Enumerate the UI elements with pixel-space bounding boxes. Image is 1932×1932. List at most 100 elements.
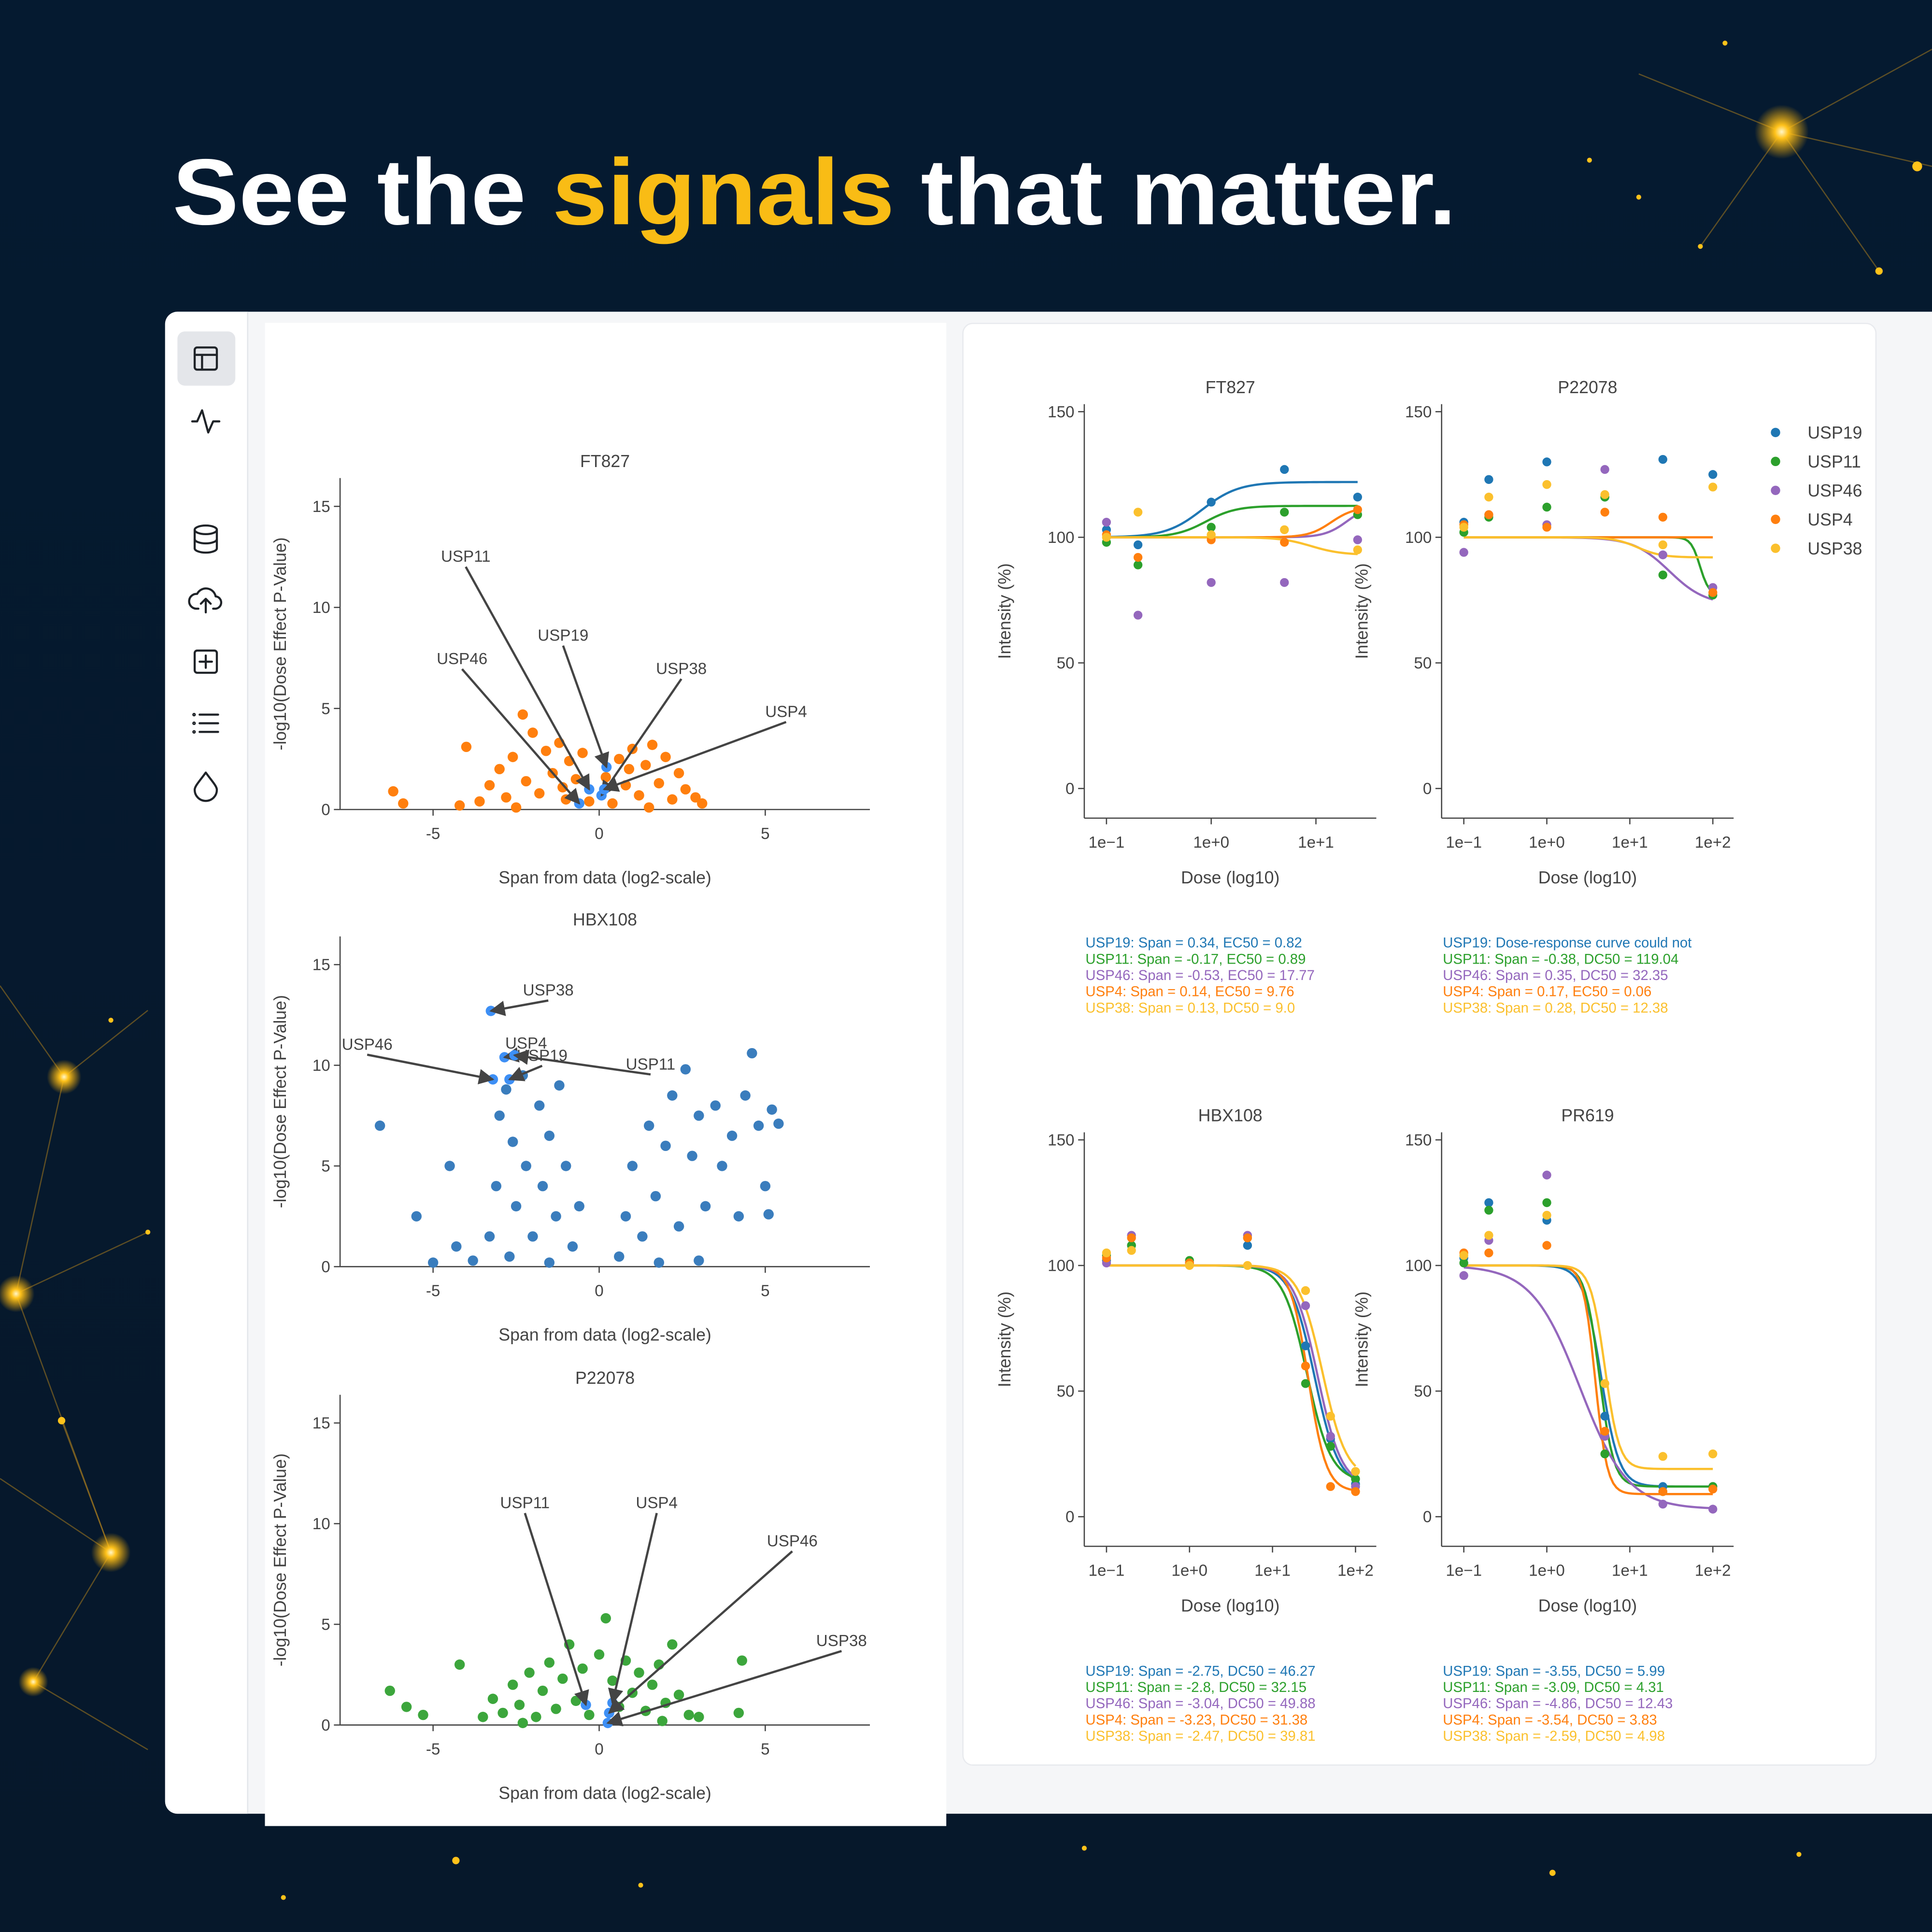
dose-point — [1301, 1286, 1310, 1295]
legend-label: USP4 — [1807, 510, 1852, 529]
fit-label: USP38: Span = 0.13, DC50 = 9.0 — [1085, 1000, 1295, 1016]
point — [680, 784, 691, 795]
fit-label: USP4: Span = 0.17, EC50 = 0.06 — [1443, 984, 1651, 1000]
annotation-label: USP4 — [505, 1035, 547, 1052]
point — [388, 786, 398, 797]
point — [487, 1693, 498, 1704]
dose-point — [1542, 1198, 1551, 1208]
dose-point — [1708, 1484, 1718, 1494]
annotation-label: USP11 — [441, 548, 491, 566]
dose-point — [1600, 490, 1609, 499]
dose-point — [1708, 588, 1718, 597]
dose-point — [1600, 1449, 1609, 1459]
point — [717, 1161, 727, 1171]
point — [694, 1255, 704, 1266]
plot-title: PR619 — [1561, 1106, 1614, 1125]
point — [594, 1649, 605, 1660]
point — [514, 1700, 525, 1710]
point — [733, 1707, 744, 1719]
annotation-arrow — [512, 1049, 651, 1076]
point — [517, 709, 528, 720]
point — [398, 798, 409, 809]
point — [614, 753, 625, 765]
nav-selected[interactable] — [177, 331, 236, 386]
point — [537, 1180, 548, 1192]
x-tick-label: 1e+0 — [1529, 1562, 1565, 1580]
legend-marker — [1771, 543, 1780, 553]
nav-add[interactable] — [193, 649, 218, 674]
x-tick-label: 5 — [761, 825, 769, 843]
annotation-arrow — [562, 645, 610, 769]
dose-point — [1542, 1170, 1551, 1179]
y-tick-label: 50 — [1057, 1383, 1075, 1401]
x-tick-label: 1e+2 — [1337, 1562, 1374, 1580]
point — [474, 796, 485, 807]
x-tick-label: 1e+0 — [1193, 834, 1229, 852]
dose-point — [1243, 1241, 1252, 1250]
point — [710, 1100, 721, 1111]
x-tick-label: 0 — [595, 1282, 603, 1300]
point — [524, 1667, 535, 1678]
point — [561, 794, 571, 805]
annotation-label: USP38 — [816, 1632, 867, 1650]
point — [534, 788, 545, 799]
legend-marker — [1771, 456, 1780, 467]
nav-activity[interactable] — [191, 409, 221, 434]
x-tick-label: 1e+1 — [1254, 1562, 1291, 1580]
dose-point — [1600, 1427, 1609, 1436]
point — [683, 1709, 694, 1720]
dose-point — [1127, 1246, 1136, 1255]
x-axis-title: Span from data (log2-scale) — [498, 1783, 711, 1803]
y-tick-label: 0 — [1423, 780, 1432, 798]
dose-point — [1243, 1261, 1252, 1270]
y-tick-label: 0 — [1065, 780, 1074, 798]
point — [491, 1180, 502, 1192]
highlight-point — [599, 784, 610, 795]
nav-layout[interactable] — [193, 346, 218, 371]
point — [551, 1211, 561, 1222]
y-tick-label: 10 — [313, 599, 330, 617]
point — [653, 778, 665, 789]
dose-point — [1658, 1499, 1667, 1509]
point — [627, 1161, 638, 1171]
nav-list[interactable] — [192, 712, 219, 734]
y-axis-title: -log10(Dose Effect P-Value) — [270, 995, 290, 1208]
point — [527, 727, 538, 738]
point — [561, 1161, 571, 1171]
dose-point — [1353, 505, 1362, 514]
annotation-arrow — [608, 1513, 658, 1705]
point — [557, 1673, 568, 1684]
point — [454, 1659, 465, 1670]
dose-point — [1658, 1487, 1667, 1496]
headline-part: See the — [172, 140, 526, 244]
annotation-label: USP11 — [626, 1055, 676, 1073]
plot-title: FT827 — [580, 452, 630, 471]
point — [694, 1712, 704, 1722]
fit-label: USP46: Span = -3.04, DC50 = 49.88 — [1085, 1696, 1315, 1712]
point — [497, 1707, 508, 1719]
point — [544, 1257, 555, 1268]
point — [600, 772, 611, 782]
x-tick-label: 1e−1 — [1446, 834, 1482, 852]
fit-curve — [1106, 536, 1358, 555]
nav-droplet[interactable] — [193, 771, 218, 802]
point — [531, 1712, 541, 1722]
fit-label: USP38: Span = 0.28, DC50 = 12.38 — [1443, 1000, 1668, 1016]
x-tick-label: 1e−1 — [1446, 1562, 1482, 1580]
point — [647, 1679, 658, 1690]
point — [570, 1695, 582, 1706]
y-axis-title: Intensity (%) — [1352, 563, 1372, 659]
point — [600, 1613, 611, 1624]
nav-upload[interactable] — [188, 587, 223, 614]
point — [574, 1201, 584, 1212]
x-axis-title: Dose (log10) — [1181, 868, 1279, 887]
nav-database[interactable] — [193, 524, 218, 554]
point — [478, 1712, 488, 1722]
x-tick-label: 0 — [595, 825, 603, 843]
point — [643, 1120, 654, 1131]
y-tick-label: 50 — [1414, 1383, 1432, 1401]
x-axis-title: Dose (log10) — [1538, 1596, 1637, 1616]
dose-point — [1326, 1432, 1335, 1441]
